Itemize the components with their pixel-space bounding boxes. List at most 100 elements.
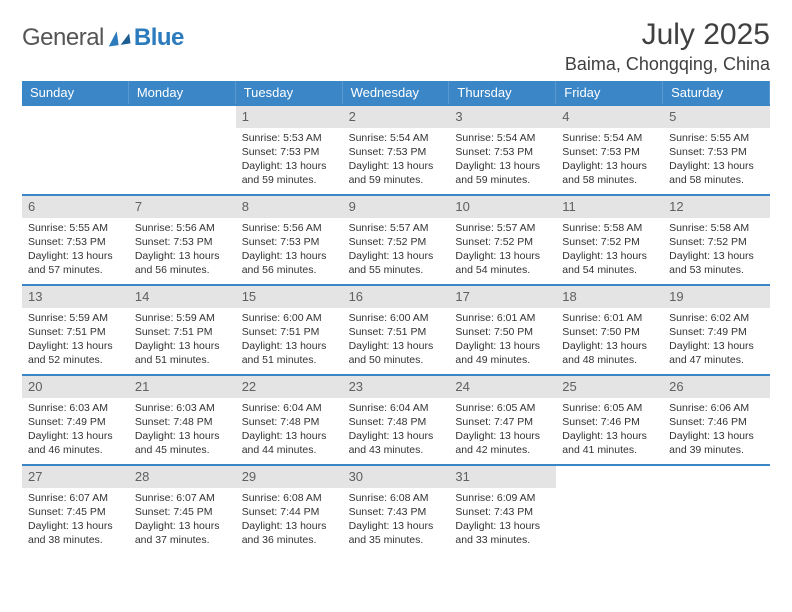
sunrise-line: Sunrise: 6:08 AM [349,491,444,505]
sunset-line: Sunset: 7:49 PM [669,325,764,339]
cell-body: Sunrise: 6:07 AMSunset: 7:45 PMDaylight:… [129,488,236,554]
sunrise-line: Sunrise: 5:56 AM [135,221,230,235]
day-header-fri: Friday [556,81,663,104]
sunset-line: Sunset: 7:46 PM [562,415,657,429]
sunrise-line: Sunrise: 6:00 AM [242,311,337,325]
daylight-line: Daylight: 13 hours and 56 minutes. [242,249,337,277]
calendar-cell: 15Sunrise: 6:00 AMSunset: 7:51 PMDayligh… [236,286,343,374]
calendar-cell: 25Sunrise: 6:05 AMSunset: 7:46 PMDayligh… [556,376,663,464]
calendar-week: 6Sunrise: 5:55 AMSunset: 7:53 PMDaylight… [22,194,770,284]
sunset-line: Sunset: 7:53 PM [669,145,764,159]
day-number: 8 [236,196,343,218]
day-number: 16 [343,286,450,308]
calendar-cell: 22Sunrise: 6:04 AMSunset: 7:48 PMDayligh… [236,376,343,464]
calendar-cell [663,466,770,554]
sunrise-line: Sunrise: 5:54 AM [455,131,550,145]
daylight-line: Daylight: 13 hours and 59 minutes. [242,159,337,187]
sunset-line: Sunset: 7:43 PM [349,505,444,519]
calendar-cell: 23Sunrise: 6:04 AMSunset: 7:48 PMDayligh… [343,376,450,464]
sunset-line: Sunset: 7:53 PM [242,235,337,249]
logo-word1: General [22,24,104,52]
sunrise-line: Sunrise: 5:59 AM [28,311,123,325]
cell-body: Sunrise: 6:04 AMSunset: 7:48 PMDaylight:… [236,398,343,464]
cell-body: Sunrise: 6:02 AMSunset: 7:49 PMDaylight:… [663,308,770,374]
sunset-line: Sunset: 7:46 PM [669,415,764,429]
calendar-cell: 4Sunrise: 5:54 AMSunset: 7:53 PMDaylight… [556,106,663,194]
daylight-line: Daylight: 13 hours and 50 minutes. [349,339,444,367]
daylight-line: Daylight: 13 hours and 48 minutes. [562,339,657,367]
sunset-line: Sunset: 7:48 PM [135,415,230,429]
daylight-line: Daylight: 13 hours and 54 minutes. [455,249,550,277]
day-header-tue: Tuesday [236,81,343,104]
cell-body: Sunrise: 6:07 AMSunset: 7:45 PMDaylight:… [22,488,129,554]
day-number: 11 [556,196,663,218]
sunrise-line: Sunrise: 5:55 AM [669,131,764,145]
calendar-cell [556,466,663,554]
sunrise-line: Sunrise: 6:02 AM [669,311,764,325]
day-number: 5 [663,106,770,128]
calendar-week: 27Sunrise: 6:07 AMSunset: 7:45 PMDayligh… [22,464,770,554]
sunset-line: Sunset: 7:51 PM [28,325,123,339]
sunset-line: Sunset: 7:52 PM [349,235,444,249]
calendar: Sunday Monday Tuesday Wednesday Thursday… [22,81,770,554]
day-number: 19 [663,286,770,308]
calendar-cell: 8Sunrise: 5:56 AMSunset: 7:53 PMDaylight… [236,196,343,284]
calendar-cell: 3Sunrise: 5:54 AMSunset: 7:53 PMDaylight… [449,106,556,194]
sunrise-line: Sunrise: 6:04 AM [242,401,337,415]
sunrise-line: Sunrise: 5:53 AM [242,131,337,145]
header: General Blue July 2025 Baima, Chongqing,… [22,18,770,75]
logo: General Blue [22,24,184,52]
day-headers: Sunday Monday Tuesday Wednesday Thursday… [22,81,770,104]
cell-body: Sunrise: 5:54 AMSunset: 7:53 PMDaylight:… [449,128,556,194]
day-header-thu: Thursday [449,81,556,104]
sunset-line: Sunset: 7:52 PM [562,235,657,249]
sunset-line: Sunset: 7:51 PM [349,325,444,339]
cell-body: Sunrise: 6:03 AMSunset: 7:48 PMDaylight:… [129,398,236,464]
calendar-cell: 21Sunrise: 6:03 AMSunset: 7:48 PMDayligh… [129,376,236,464]
daylight-line: Daylight: 13 hours and 39 minutes. [669,429,764,457]
daylight-line: Daylight: 13 hours and 37 minutes. [135,519,230,547]
sunset-line: Sunset: 7:53 PM [455,145,550,159]
day-number: 14 [129,286,236,308]
day-number: 18 [556,286,663,308]
sunrise-line: Sunrise: 6:04 AM [349,401,444,415]
day-number: 20 [22,376,129,398]
calendar-cell: 30Sunrise: 6:08 AMSunset: 7:43 PMDayligh… [343,466,450,554]
day-number [129,106,236,110]
sunrise-line: Sunrise: 6:09 AM [455,491,550,505]
daylight-line: Daylight: 13 hours and 56 minutes. [135,249,230,277]
cell-body: Sunrise: 6:09 AMSunset: 7:43 PMDaylight:… [449,488,556,554]
cell-body: Sunrise: 6:08 AMSunset: 7:44 PMDaylight:… [236,488,343,554]
calendar-cell: 24Sunrise: 6:05 AMSunset: 7:47 PMDayligh… [449,376,556,464]
daylight-line: Daylight: 13 hours and 57 minutes. [28,249,123,277]
sunset-line: Sunset: 7:47 PM [455,415,550,429]
sunrise-line: Sunrise: 5:55 AM [28,221,123,235]
cell-body: Sunrise: 5:56 AMSunset: 7:53 PMDaylight:… [236,218,343,284]
day-header-wed: Wednesday [343,81,450,104]
location: Baima, Chongqing, China [565,54,770,75]
cell-body: Sunrise: 6:00 AMSunset: 7:51 PMDaylight:… [343,308,450,374]
day-number: 10 [449,196,556,218]
calendar-cell: 1Sunrise: 5:53 AMSunset: 7:53 PMDaylight… [236,106,343,194]
calendar-cell: 5Sunrise: 5:55 AMSunset: 7:53 PMDaylight… [663,106,770,194]
sunrise-line: Sunrise: 5:57 AM [349,221,444,235]
sunset-line: Sunset: 7:45 PM [28,505,123,519]
day-number [22,106,129,110]
day-number: 4 [556,106,663,128]
calendar-cell: 16Sunrise: 6:00 AMSunset: 7:51 PMDayligh… [343,286,450,374]
cell-body: Sunrise: 5:55 AMSunset: 7:53 PMDaylight:… [663,128,770,194]
calendar-cell: 7Sunrise: 5:56 AMSunset: 7:53 PMDaylight… [129,196,236,284]
cell-body: Sunrise: 5:58 AMSunset: 7:52 PMDaylight:… [663,218,770,284]
sunset-line: Sunset: 7:53 PM [562,145,657,159]
daylight-line: Daylight: 13 hours and 51 minutes. [135,339,230,367]
cell-body: Sunrise: 5:57 AMSunset: 7:52 PMDaylight:… [343,218,450,284]
cell-body: Sunrise: 5:53 AMSunset: 7:53 PMDaylight:… [236,128,343,194]
day-number [556,466,663,470]
daylight-line: Daylight: 13 hours and 59 minutes. [349,159,444,187]
calendar-cell: 20Sunrise: 6:03 AMSunset: 7:49 PMDayligh… [22,376,129,464]
sunrise-line: Sunrise: 5:58 AM [562,221,657,235]
sunrise-line: Sunrise: 6:03 AM [135,401,230,415]
cell-body: Sunrise: 5:57 AMSunset: 7:52 PMDaylight:… [449,218,556,284]
sunrise-line: Sunrise: 6:01 AM [562,311,657,325]
daylight-line: Daylight: 13 hours and 38 minutes. [28,519,123,547]
